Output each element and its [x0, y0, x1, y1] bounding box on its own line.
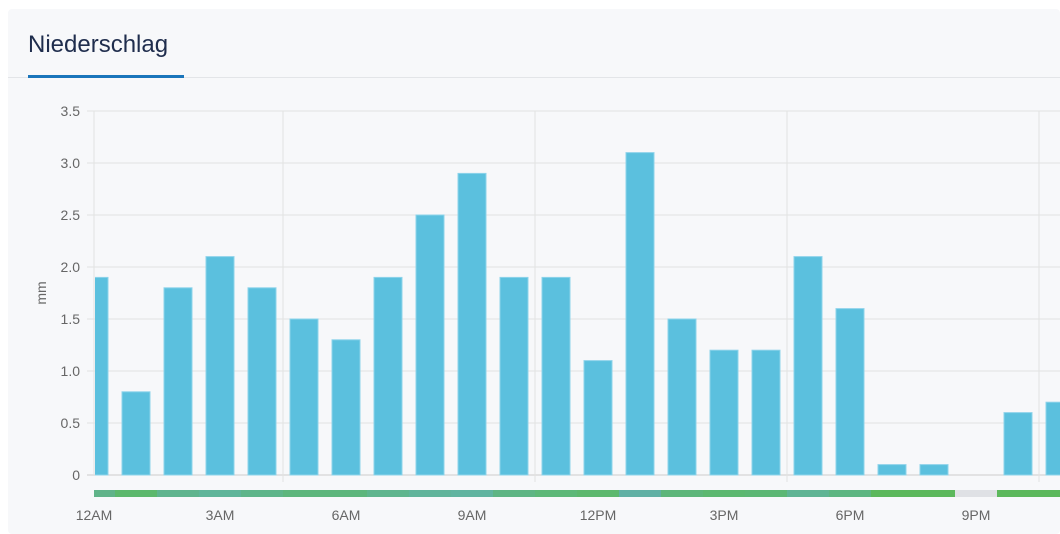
tab-niederschlag[interactable]: Niederschlag — [28, 9, 184, 78]
bar-hour-0 — [95, 276, 109, 476]
bar-hour-15 — [709, 349, 739, 476]
tab-label: Niederschlag — [28, 31, 169, 58]
hour-status-segment — [94, 490, 115, 497]
hour-status-segment — [241, 490, 283, 497]
y-tick-label: 1.0 — [61, 363, 81, 379]
hour-status-segment — [157, 490, 199, 497]
bar-hour-2 — [163, 287, 193, 476]
hour-status-segment — [871, 490, 913, 497]
bar-hour-22 — [1003, 412, 1033, 476]
hour-status-segment — [199, 490, 241, 497]
hour-status-segment — [115, 490, 157, 497]
bar-hour-23 — [1045, 401, 1060, 476]
bar-hour-11 — [541, 276, 571, 476]
hour-status-segment — [703, 490, 745, 497]
x-tick-label: 9AM — [458, 507, 487, 523]
hour-status-segment — [1039, 490, 1060, 497]
hour-status-segment — [451, 490, 493, 497]
hour-status-segment — [409, 490, 451, 497]
y-tick-label: 0.5 — [61, 415, 81, 431]
x-tick-label: 9PM — [962, 507, 991, 523]
bar-hour-19 — [877, 464, 907, 476]
hour-status-segment — [913, 490, 955, 497]
active-tab-indicator — [28, 75, 184, 78]
y-tick-label: 3.5 — [61, 103, 81, 119]
x-tick-label: 6PM — [836, 507, 865, 523]
y-tick-label: 0 — [72, 467, 80, 483]
bar-hour-18 — [835, 308, 865, 476]
bar-hour-5 — [289, 318, 319, 476]
hour-status-segment — [577, 490, 619, 497]
hour-status-segment — [367, 490, 409, 497]
bar-hour-12 — [583, 360, 613, 476]
bar-hour-1 — [121, 391, 151, 476]
hour-status-segment — [619, 490, 661, 497]
hour-status-segment — [787, 490, 829, 497]
x-tick-label: 6AM — [332, 507, 361, 523]
hour-status-segment — [661, 490, 703, 497]
hour-status-segment — [955, 490, 997, 497]
bar-hour-14 — [667, 318, 697, 476]
bar-hour-9 — [457, 172, 487, 476]
hour-status-segment — [325, 490, 367, 497]
hour-status-segment — [535, 490, 577, 497]
x-tick-label: 3AM — [206, 507, 235, 523]
bar-hour-3 — [205, 256, 235, 476]
y-tick-label: 2.5 — [61, 207, 81, 223]
y-axis-label: mm — [33, 281, 49, 304]
y-tick-label: 2.0 — [61, 259, 81, 275]
bar-hour-20 — [919, 464, 949, 476]
bar-hour-17 — [793, 256, 823, 476]
bar-hour-8 — [415, 214, 445, 476]
y-tick-label: 1.5 — [61, 311, 81, 327]
bar-hour-4 — [247, 287, 277, 476]
hour-status-segment — [745, 490, 787, 497]
x-tick-label: 12PM — [580, 507, 617, 523]
bar-hour-16 — [751, 349, 781, 476]
bar-hour-10 — [499, 276, 529, 476]
tab-bar: Niederschlag — [8, 9, 1060, 78]
bar-hour-13 — [625, 152, 655, 476]
y-tick-label: 3.0 — [61, 155, 81, 171]
hour-status-segment — [997, 490, 1039, 497]
hour-status-segment — [493, 490, 535, 497]
x-tick-label: 3PM — [710, 507, 739, 523]
hour-status-segment — [829, 490, 871, 497]
x-tick-label: 12AM — [76, 507, 113, 523]
bar-hour-6 — [331, 339, 361, 476]
bar-hour-7 — [373, 276, 403, 476]
hour-status-segment — [283, 490, 325, 497]
